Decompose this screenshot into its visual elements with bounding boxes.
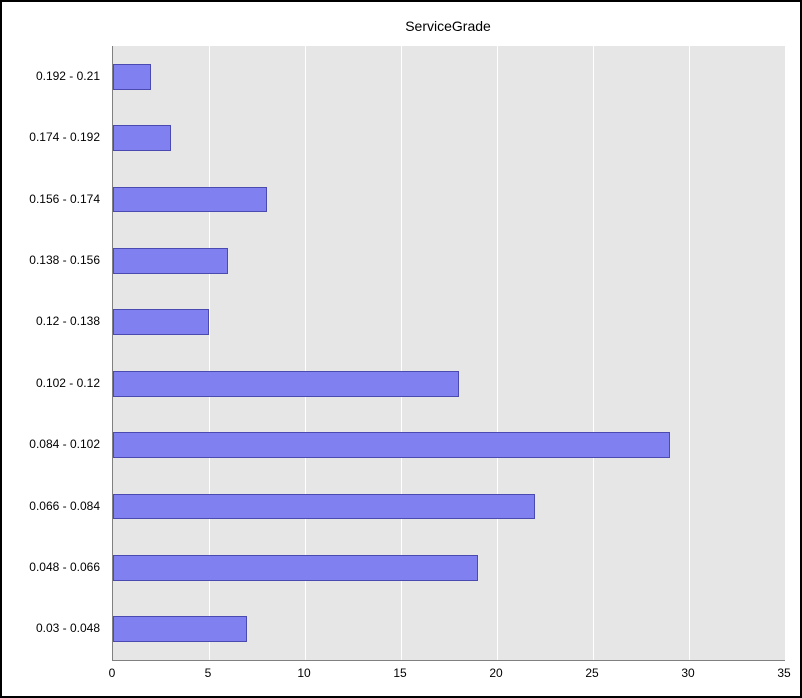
bar	[113, 432, 670, 458]
x-tick-label: 0	[92, 666, 132, 680]
x-tick-label: 15	[380, 666, 420, 680]
gridline-v	[689, 46, 690, 660]
bar	[113, 371, 459, 397]
y-tick-label: 0.03 - 0.048	[2, 621, 100, 635]
x-tick-label: 30	[668, 666, 708, 680]
x-tick-label: 25	[572, 666, 612, 680]
bar	[113, 555, 478, 581]
gridline-v	[497, 46, 498, 660]
bar	[113, 494, 535, 520]
y-tick-label: 0.138 - 0.156	[2, 253, 100, 267]
plot-area	[112, 46, 785, 661]
y-tick-label: 0.084 - 0.102	[2, 437, 100, 451]
y-tick-label: 0.102 - 0.12	[2, 376, 100, 390]
y-tick-label: 0.12 - 0.138	[2, 314, 100, 328]
chart-title: ServiceGrade	[112, 18, 784, 34]
chart-frame: ServiceGrade 0 5 10 15 20 25 30 35 0.192 - 0.21 0…	[0, 0, 802, 698]
y-tick-label: 0.174 - 0.192	[2, 130, 100, 144]
x-tick-label: 20	[476, 666, 516, 680]
y-tick-label: 0.192 - 0.21	[2, 69, 100, 83]
bar	[113, 125, 171, 151]
y-tick-label: 0.156 - 0.174	[2, 192, 100, 206]
bar	[113, 64, 151, 90]
gridline-v	[593, 46, 594, 660]
x-tick-label: 5	[188, 666, 228, 680]
y-tick-label: 0.048 - 0.066	[2, 560, 100, 574]
bar	[113, 309, 209, 335]
x-tick-label: 10	[284, 666, 324, 680]
bar	[113, 187, 267, 213]
x-tick-label: 35	[764, 666, 802, 680]
bar	[113, 616, 247, 642]
gridline-v	[785, 46, 786, 660]
y-tick-label: 0.066 - 0.084	[2, 499, 100, 513]
bar	[113, 248, 228, 274]
